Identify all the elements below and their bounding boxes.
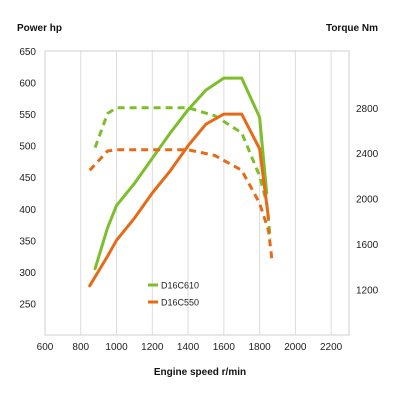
left-axis-title: Power hp [17, 23, 63, 34]
d16c550-power-line [88, 112, 270, 288]
left-y-tick-label: 450 [19, 173, 36, 184]
x-tick-label: 2200 [320, 342, 343, 353]
left-y-tick-label: 500 [19, 142, 36, 153]
x-tick-label: 800 [72, 342, 89, 353]
x-tick-label: 1400 [177, 342, 200, 353]
right-axis-title: Torque Nm [325, 23, 378, 34]
right-y-tick-label: 2000 [356, 195, 379, 206]
x-tick-label: 600 [37, 342, 54, 353]
legend-label: D16C610 [161, 281, 199, 291]
right-y-tick-label: 2400 [356, 149, 379, 160]
left-y-tick-label: 350 [19, 236, 36, 247]
d16c610-power-line [93, 76, 269, 271]
right-y-tick-label: 1600 [356, 240, 379, 251]
x-tick-label: 1200 [141, 342, 164, 353]
plot-frame [44, 50, 350, 336]
x-axis-title: Engine speed r/min [153, 367, 247, 378]
left-y-tick-label: 550 [19, 110, 36, 121]
d16c550-torque-line [88, 148, 274, 262]
right-y-tick-label: 2800 [356, 104, 379, 115]
left-y-tick-label: 300 [19, 268, 36, 279]
x-tick-label: 1600 [213, 342, 236, 353]
right-y-tick-label: 1200 [356, 286, 379, 297]
x-tick-label: 1800 [248, 342, 271, 353]
x-tick-label: 1000 [105, 342, 128, 353]
left-y-tick-label: 400 [19, 205, 36, 216]
d16c610-torque-line [93, 106, 272, 239]
left-y-tick-label: 650 [19, 47, 36, 58]
x-tick-label: 2000 [284, 342, 307, 353]
left-y-tick-label: 600 [19, 79, 36, 90]
left-y-tick-label: 250 [19, 299, 36, 310]
legend-label: D16C550 [161, 298, 199, 308]
